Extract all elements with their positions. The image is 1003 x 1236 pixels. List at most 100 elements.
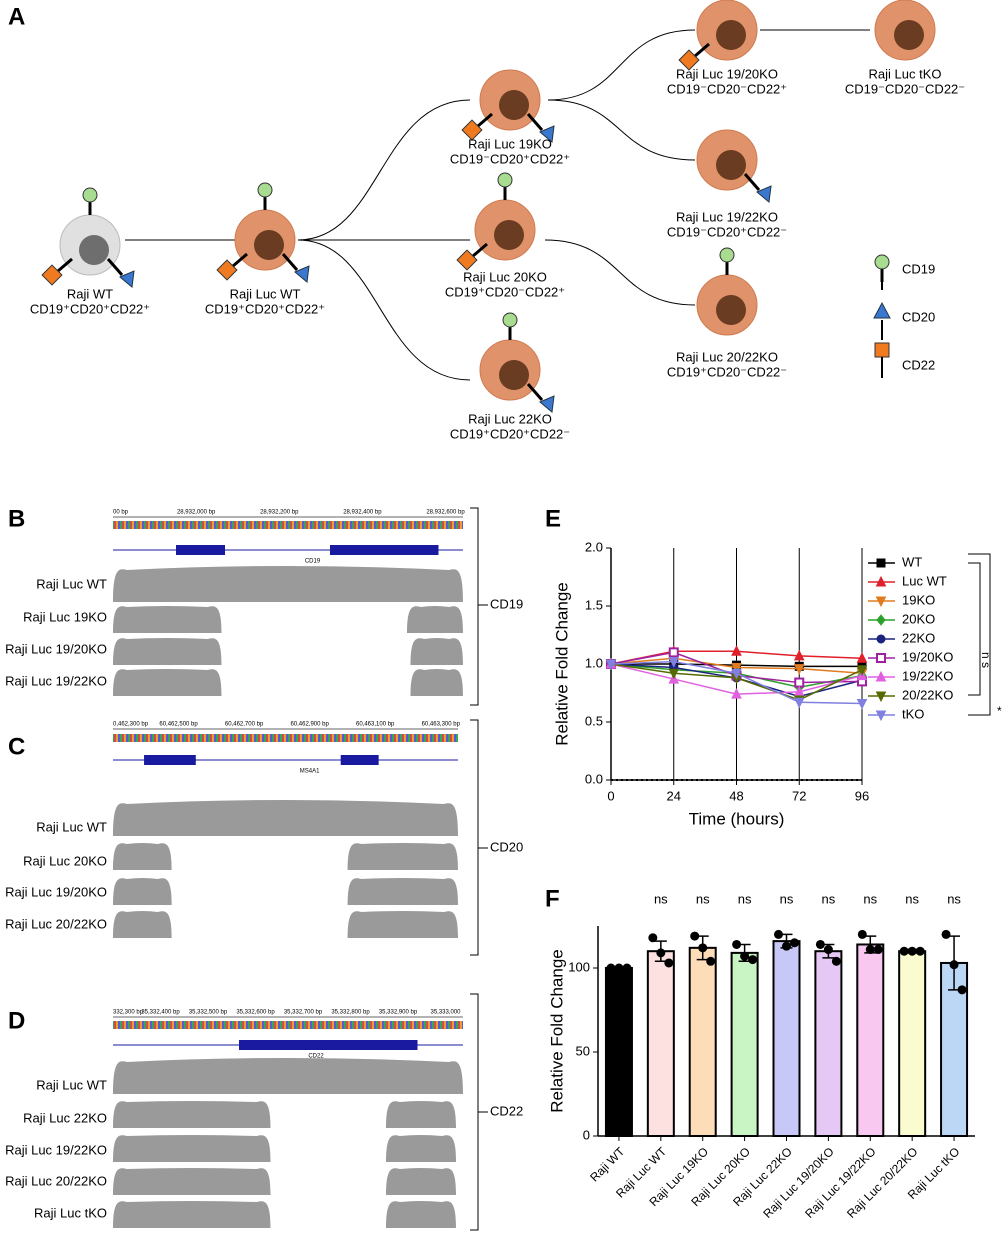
legend-label: 19KO (902, 592, 935, 607)
y-tick-label: 0.0 (585, 771, 603, 786)
bar (772, 940, 801, 1137)
bar (814, 950, 843, 1138)
coverage (386, 1168, 456, 1195)
cell-name: Raji Luc WT (230, 286, 301, 301)
nucleus (716, 20, 746, 50)
coverage (113, 1058, 463, 1094)
ruler-label: 35,332,800 bp (331, 1010, 370, 1016)
legend-marker (875, 596, 887, 608)
coverage (113, 911, 172, 938)
connector (544, 239, 696, 306)
ruler-label: 60,463,300 bp (422, 722, 461, 728)
bar (604, 967, 633, 1137)
ruler-label: 35,333,000 (430, 1010, 461, 1016)
legend-label: 20/22KO (902, 687, 953, 702)
legend-label: CD20 (902, 309, 935, 324)
data-point (823, 945, 833, 955)
panel-label: E (545, 505, 561, 532)
point (793, 649, 805, 661)
cd19-marker (874, 254, 890, 270)
x-tick-label: 96 (855, 788, 869, 803)
annotation: * (997, 704, 1002, 718)
coverage (386, 1135, 456, 1162)
stem (57, 257, 73, 273)
nucleus (79, 235, 109, 265)
cd20-marker (294, 265, 310, 283)
gene-name: CD22 (308, 1054, 324, 1060)
legend-marker (876, 614, 886, 626)
legend-label: tKO (902, 706, 924, 721)
connector (547, 99, 696, 161)
legend-label: CD19 (902, 261, 935, 276)
significance: ns (738, 891, 752, 906)
data-point (782, 941, 791, 951)
legend-marker (876, 558, 886, 568)
ruler-label: 28,932,600 bp (426, 510, 465, 516)
point (668, 668, 680, 680)
coverage (347, 878, 458, 905)
legend-label: 19/22KO (902, 668, 953, 683)
bracket (470, 507, 488, 706)
legend-marker (875, 670, 887, 682)
coverage (113, 1168, 271, 1195)
data-point (949, 960, 959, 970)
nucleus (894, 20, 924, 50)
data-point (664, 958, 674, 968)
nucleus (499, 360, 529, 390)
coverage (113, 1201, 271, 1228)
stem (281, 253, 299, 271)
connector (297, 239, 471, 381)
connector (297, 99, 471, 241)
cell-phenotype: CD19⁺CD20⁻CD22⁺ (445, 284, 565, 299)
bracket-label: CD19 (490, 596, 523, 611)
x-tick-label: Raji Luc 20/22KO (844, 1144, 920, 1220)
data-point (774, 929, 783, 939)
legend-marker (876, 634, 886, 644)
exon (239, 1040, 418, 1050)
x-tick-label: Raji Luc 19/20KO (760, 1144, 836, 1220)
cell-name: Raji Luc 22KO (468, 411, 552, 426)
exon (176, 545, 225, 555)
cell-name: Raji Luc 19KO (468, 136, 552, 151)
significance: ns (947, 891, 961, 906)
y-tick-label: 2.0 (585, 539, 603, 554)
coverage (113, 800, 458, 836)
exon (144, 755, 196, 765)
y-tick-label: 0.5 (585, 713, 603, 728)
row-label: Raji Luc 20/22KO (5, 1173, 107, 1188)
ruler-label: 35,332,700 bp (284, 1010, 323, 1016)
cell-phenotype: CD19⁺CD20⁺CD22⁻ (450, 426, 570, 441)
y-tick-label: 0 (583, 1127, 590, 1142)
data-point (899, 946, 909, 956)
legend-marker (875, 575, 887, 587)
data-point (614, 963, 624, 973)
x-tick-label: 24 (667, 788, 681, 803)
cd19-marker (82, 187, 98, 203)
point (793, 697, 805, 709)
panel-label: A (8, 3, 25, 30)
y-axis-label: Relative Fold Change (547, 949, 566, 1112)
data-point (706, 956, 716, 966)
ruler-label: 28,932,400 bp (343, 510, 382, 516)
significance: ns (863, 891, 877, 906)
row-label: Raji Luc tKO (34, 1205, 107, 1220)
cd19-marker (502, 312, 518, 328)
significance: ns (822, 891, 836, 906)
row-label: Raji Luc 19KO (23, 609, 107, 624)
y-tick-label: 1.0 (585, 655, 603, 670)
data-point (907, 946, 917, 956)
row-label: Raji Luc 19/20KO (5, 641, 107, 656)
bar (688, 946, 717, 1138)
data-point (656, 948, 666, 958)
ruler-label: 0,462,300 bp (113, 722, 149, 728)
row-label: Raji Luc 19/22KO (5, 1142, 107, 1157)
cd22-marker (216, 259, 238, 281)
cell-phenotype: CD19⁻CD20⁻CD22⁻ (845, 81, 965, 96)
legend-label: CD22 (902, 357, 935, 372)
stem (526, 383, 544, 401)
data-point (748, 955, 758, 965)
data-point (790, 938, 799, 948)
data-point (915, 946, 925, 956)
cell-name: Raji Luc tKO (869, 66, 942, 81)
